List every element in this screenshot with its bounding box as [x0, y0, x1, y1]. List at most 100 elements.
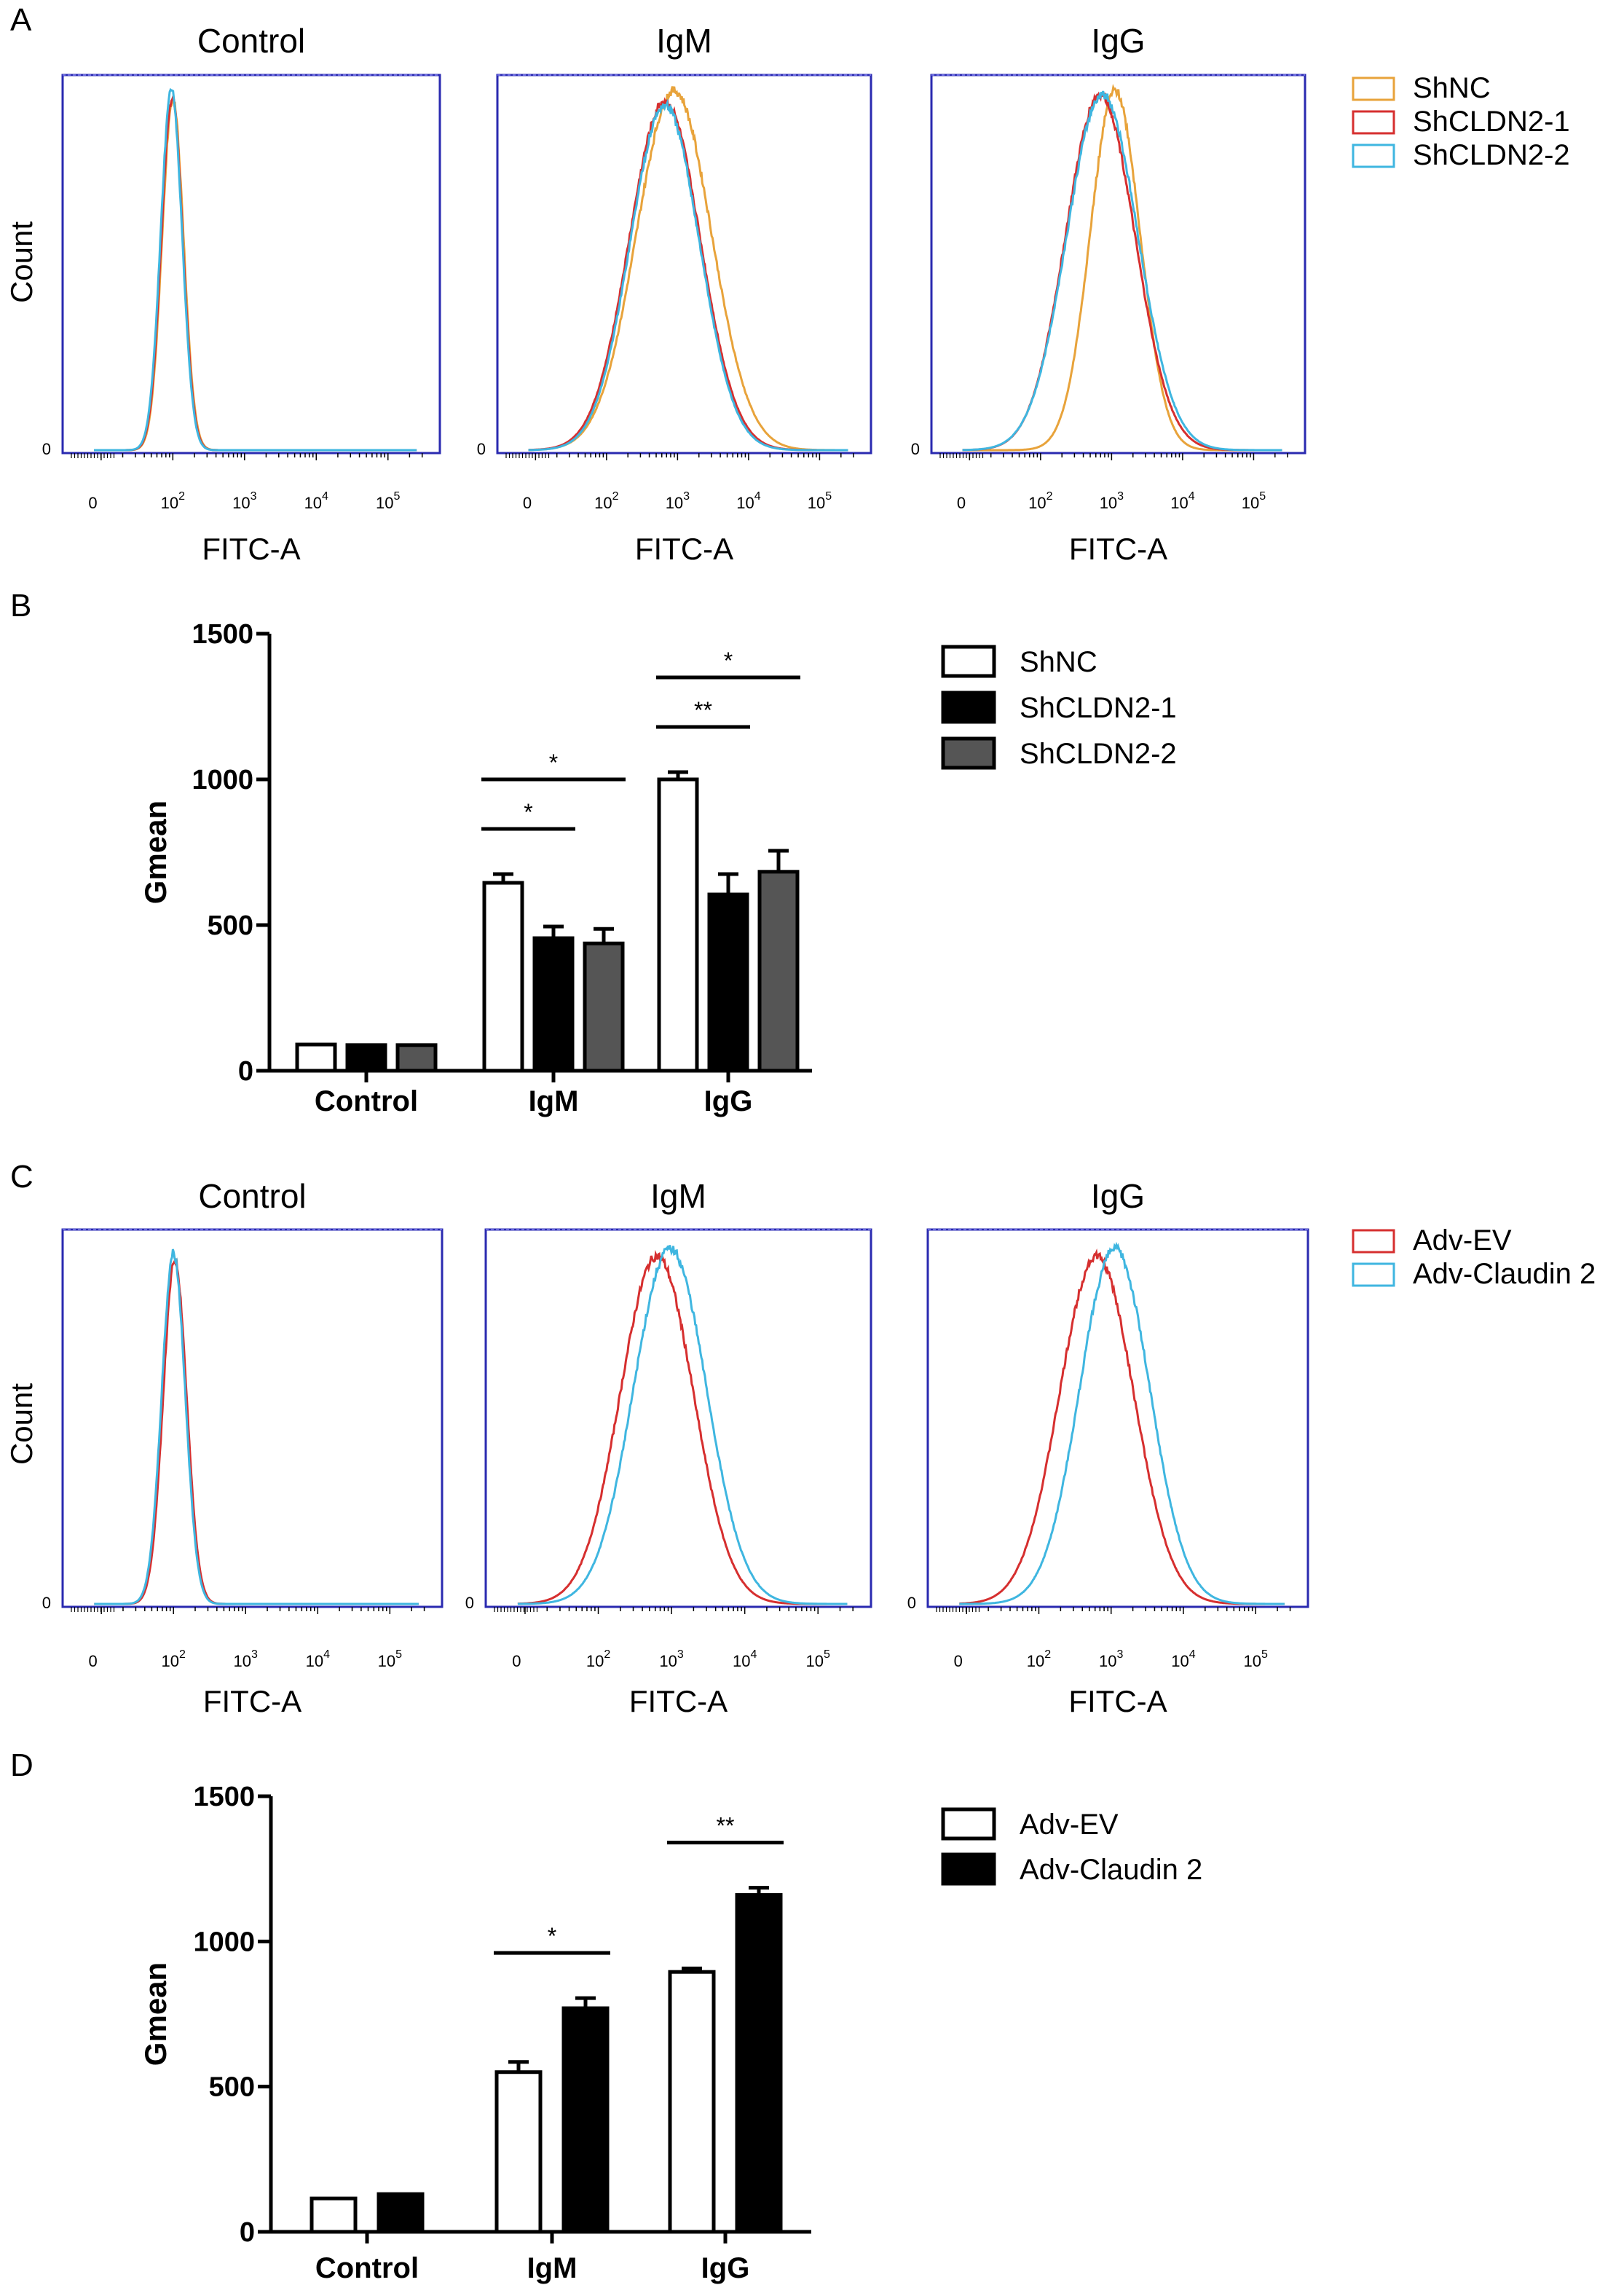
category-label: Control — [315, 2252, 419, 2284]
plot-frame — [61, 1228, 444, 1608]
x-axis-label: FITC-A — [629, 1684, 728, 1718]
y-tick-label: 500 — [209, 2072, 255, 2103]
x-tick-label: 0 — [957, 494, 966, 512]
x-tick-label: 105 — [806, 1648, 830, 1670]
histogram-curve-2 — [94, 87, 417, 452]
legend-swatch — [941, 691, 996, 724]
x-axis-label: FITC-A — [635, 532, 733, 566]
bar-adv-ev — [310, 2196, 358, 2234]
panel-A: A Count Control 0 0 102 103 104 105 FITC-A IgM 0 0 10… — [4, 2, 1570, 566]
y-tick-label: 1000 — [193, 1927, 255, 1957]
histogram-curve-1 — [959, 1241, 1285, 1605]
legend-label: Adv-Claudin 2 — [1413, 1258, 1596, 1290]
histogram-curve-1 — [517, 1245, 848, 1605]
legend-label: Adv-EV — [1413, 1224, 1512, 1256]
y-tick-label: 500 — [208, 911, 253, 941]
bar-shcldn2-2 — [583, 941, 625, 1073]
bar-chart-D: D 0 500 1000 1500 Gmean Control IgM * IgG ** Adv-EV… — [10, 1747, 1202, 2284]
plot-frame — [926, 1228, 1309, 1608]
bar-shnc — [295, 1042, 337, 1073]
histogram-curve-0 — [528, 86, 848, 452]
histogram-curve-0 — [94, 97, 417, 452]
histogram-curve-0 — [94, 1258, 419, 1605]
y-zero-label: 0 — [907, 1594, 916, 1612]
y-tick-label: 1000 — [192, 765, 253, 795]
bar-shcldn2-2 — [395, 1043, 438, 1073]
histogram-igm: IgM 0 0 102 103 104 105 FITC-A — [465, 1177, 872, 1718]
x-tick-label: 105 — [808, 490, 832, 512]
x-tick-label: 103 — [232, 490, 256, 512]
x-tick-label: 105 — [1243, 1648, 1267, 1670]
bar-adv-claudin-2 — [377, 2192, 425, 2234]
significance-label: * — [524, 799, 532, 825]
legend-label: Adv-Claudin 2 — [1020, 1854, 1202, 1886]
y-zero-label: 0 — [477, 440, 486, 458]
plot-frame — [496, 74, 872, 455]
panel-letter: C — [10, 1159, 33, 1195]
bar-adv-claudin-2 — [561, 2006, 610, 2234]
histogram-curve-1 — [94, 93, 417, 452]
legend: ShNC ShCLDN2-1 ShCLDN2-2 — [941, 645, 1177, 770]
histogram-curve-0 — [517, 1249, 848, 1605]
plot-frame — [61, 74, 441, 455]
y-zero-label: 0 — [42, 1594, 51, 1612]
significance-label: ** — [694, 697, 712, 723]
y-axis-label: Gmean — [138, 801, 173, 904]
plot-frame — [484, 1228, 872, 1608]
x-tick-label: 102 — [586, 1648, 610, 1670]
category-label: IgM — [529, 1085, 579, 1117]
histogram-control: Control 0 0 102 103 104 105 FITC-A — [42, 22, 441, 566]
x-tick-label: 103 — [1100, 490, 1124, 512]
legend-label: ShCLDN2-1 — [1413, 106, 1570, 138]
y-tick-label: 0 — [240, 2217, 255, 2248]
x-tick-label: 105 — [376, 490, 400, 512]
legend-label: ShNC — [1413, 72, 1491, 104]
category-label: IgM — [527, 2252, 578, 2284]
x-tick-label: 105 — [1242, 490, 1266, 512]
histogram-curve-2 — [962, 90, 1282, 452]
subplot-title: IgM — [656, 22, 712, 60]
y-zero-label: 0 — [42, 440, 51, 458]
significance-label: * — [549, 750, 558, 776]
bar-shcldn2-1 — [532, 936, 575, 1073]
x-tick-label: 0 — [523, 494, 532, 512]
x-tick-label: 102 — [1028, 490, 1052, 512]
y-axis-label: Count — [4, 1383, 39, 1465]
panel-C: C Count Control 0 0 102 103 104 105 FITC-A IgM 0 0 10… — [4, 1159, 1596, 1718]
panel-letter: D — [10, 1747, 33, 1783]
legend-swatch — [1352, 1262, 1395, 1287]
subplot-title: IgG — [1091, 1177, 1145, 1215]
bar-shcldn2-2 — [757, 870, 800, 1073]
category-label: IgG — [701, 2252, 750, 2284]
bar-shnc — [482, 881, 524, 1073]
x-tick-label: 105 — [378, 1648, 402, 1670]
legend-label: ShCLDN2-1 — [1020, 692, 1177, 724]
subplot-title: IgM — [650, 1177, 706, 1215]
bar-adv-claudin-2 — [735, 1893, 783, 2234]
y-zero-label: 0 — [465, 1594, 474, 1612]
x-tick-label: 104 — [733, 1648, 757, 1670]
legend-swatch — [941, 1807, 996, 1841]
x-axis-label: FITC-A — [202, 532, 300, 566]
histogram-curve-2 — [528, 98, 848, 452]
x-tick-label: 0 — [512, 1652, 521, 1670]
histogram-igg: IgG 0 0 102 103 104 105 FITC-A — [907, 1177, 1309, 1718]
significance-label: ** — [717, 1813, 735, 1839]
category-label: IgG — [704, 1085, 753, 1117]
legend-swatch — [941, 1852, 996, 1886]
legend-swatch — [1352, 110, 1395, 135]
y-tick-label: 1500 — [193, 1782, 255, 1812]
x-tick-label: 102 — [594, 490, 618, 512]
subplot-title: Control — [197, 22, 305, 60]
bar-adv-ev — [494, 2070, 543, 2234]
y-tick-label: 0 — [238, 1056, 253, 1087]
y-axis-label: Gmean — [138, 1962, 173, 2066]
bar-shnc — [657, 777, 699, 1073]
histogram-control: Control 0 0 102 103 104 105 FITC-A — [42, 1177, 444, 1718]
x-tick-label: 102 — [162, 1648, 186, 1670]
x-axis-label: FITC-A — [1068, 1684, 1167, 1718]
x-tick-label: 103 — [234, 1648, 258, 1670]
histogram-curve-1 — [94, 1248, 419, 1605]
panel-letter: A — [10, 2, 32, 38]
